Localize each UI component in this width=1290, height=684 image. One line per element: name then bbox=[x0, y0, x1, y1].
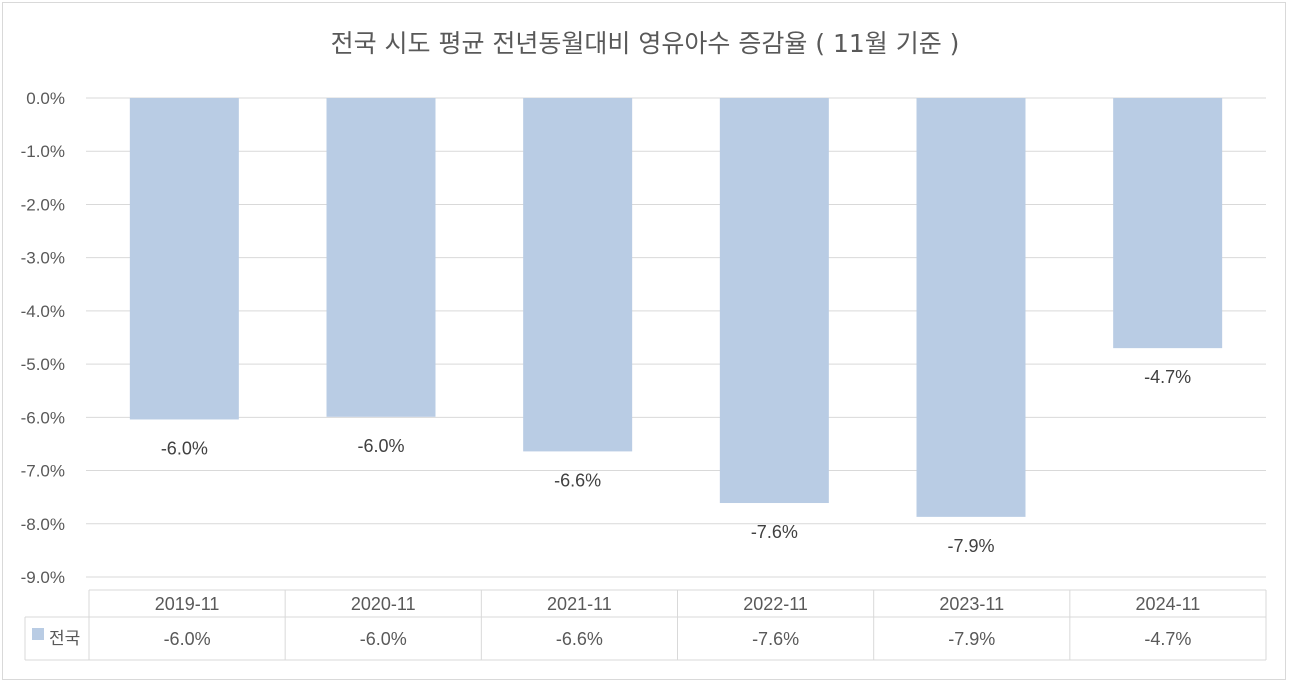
data-label: -6.6% bbox=[554, 470, 601, 490]
bar bbox=[129, 98, 239, 420]
y-tick-label: -8.0% bbox=[21, 515, 65, 534]
bar bbox=[916, 98, 1026, 517]
bar bbox=[719, 98, 829, 504]
table-value-cell: -6.0% bbox=[360, 629, 407, 649]
y-tick-label: -2.0% bbox=[21, 195, 65, 214]
chart-title: 전국 시도 평균 전년동월대비 영유아수 증감율 ( 11월 기준 ) bbox=[331, 29, 960, 58]
table-value-cell: -4.7% bbox=[1144, 629, 1191, 649]
gridlines bbox=[86, 97, 1266, 578]
x-category-label: 2020-11 bbox=[351, 594, 416, 614]
y-tick-label: -1.0% bbox=[21, 142, 65, 161]
x-category-label: 2019-11 bbox=[155, 594, 220, 614]
y-axis-tick-labels: 0.0% -1.0% -2.0% -3.0% -4.0% -5.0% -6.0% -7.0% -… bbox=[21, 89, 65, 587]
x-category-label: 2024-11 bbox=[1136, 594, 1201, 614]
table-value-cell: -7.6% bbox=[752, 629, 799, 649]
y-tick-label: -7.0% bbox=[21, 462, 65, 481]
legend-swatch bbox=[32, 628, 44, 640]
y-tick-label: -5.0% bbox=[21, 355, 65, 374]
table-value-cell: -6.0% bbox=[164, 629, 211, 649]
data-labels: -6.0% -6.0% -6.6% -7.6% -7.9% -4.7% bbox=[161, 367, 1191, 556]
bar bbox=[326, 98, 436, 417]
table-value-cell: -6.6% bbox=[556, 629, 603, 649]
x-category-label: 2021-11 bbox=[547, 594, 612, 614]
data-label: -6.0% bbox=[161, 438, 208, 458]
data-label: -4.7% bbox=[1144, 367, 1191, 387]
bar bbox=[1113, 98, 1223, 349]
legend-series-name: 전국 bbox=[49, 629, 80, 649]
table-value-cell: -7.9% bbox=[948, 629, 995, 649]
bar bbox=[523, 98, 633, 452]
y-tick-label: 0.0% bbox=[26, 89, 65, 108]
y-tick-label: -3.0% bbox=[21, 249, 65, 268]
x-category-label: 2023-11 bbox=[939, 594, 1004, 614]
x-category-label: 2022-11 bbox=[743, 594, 808, 614]
data-label: -6.0% bbox=[357, 436, 404, 456]
y-tick-label: -6.0% bbox=[21, 408, 65, 427]
data-table: 2019-11 -6.0% 2020-11 -6.0% 2021-11 -6.6% 2022… bbox=[24, 589, 1267, 661]
y-tick-label: -4.0% bbox=[21, 302, 65, 321]
y-tick-label: -9.0% bbox=[21, 568, 65, 587]
data-label: -7.6% bbox=[751, 522, 798, 542]
bar-series bbox=[129, 98, 1223, 517]
data-label: -7.9% bbox=[947, 536, 994, 556]
